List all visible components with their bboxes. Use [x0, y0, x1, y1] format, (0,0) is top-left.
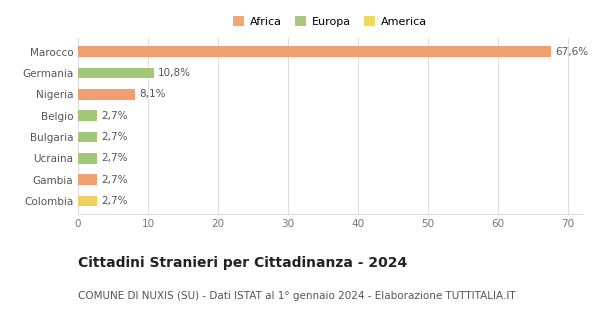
Text: 2,7%: 2,7%	[101, 132, 128, 142]
Bar	[78, 110, 97, 121]
Text: 10,8%: 10,8%	[158, 68, 191, 78]
Bar	[78, 68, 154, 78]
Bar	[78, 132, 97, 142]
Bar	[78, 153, 97, 164]
Bar	[78, 174, 97, 185]
Text: 8,1%: 8,1%	[139, 89, 166, 100]
Text: 2,7%: 2,7%	[101, 175, 128, 185]
Text: 2,7%: 2,7%	[101, 153, 128, 164]
Text: 2,7%: 2,7%	[101, 111, 128, 121]
Bar	[78, 46, 551, 57]
Bar	[78, 89, 134, 100]
Text: 67,6%: 67,6%	[556, 47, 589, 57]
Legend: Africa, Europa, America: Africa, Europa, America	[229, 12, 431, 32]
Text: 2,7%: 2,7%	[101, 196, 128, 206]
Bar	[78, 196, 97, 206]
Text: COMUNE DI NUXIS (SU) - Dati ISTAT al 1° gennaio 2024 - Elaborazione TUTTITALIA.I: COMUNE DI NUXIS (SU) - Dati ISTAT al 1° …	[78, 291, 515, 301]
Text: Cittadini Stranieri per Cittadinanza - 2024: Cittadini Stranieri per Cittadinanza - 2…	[78, 256, 407, 270]
